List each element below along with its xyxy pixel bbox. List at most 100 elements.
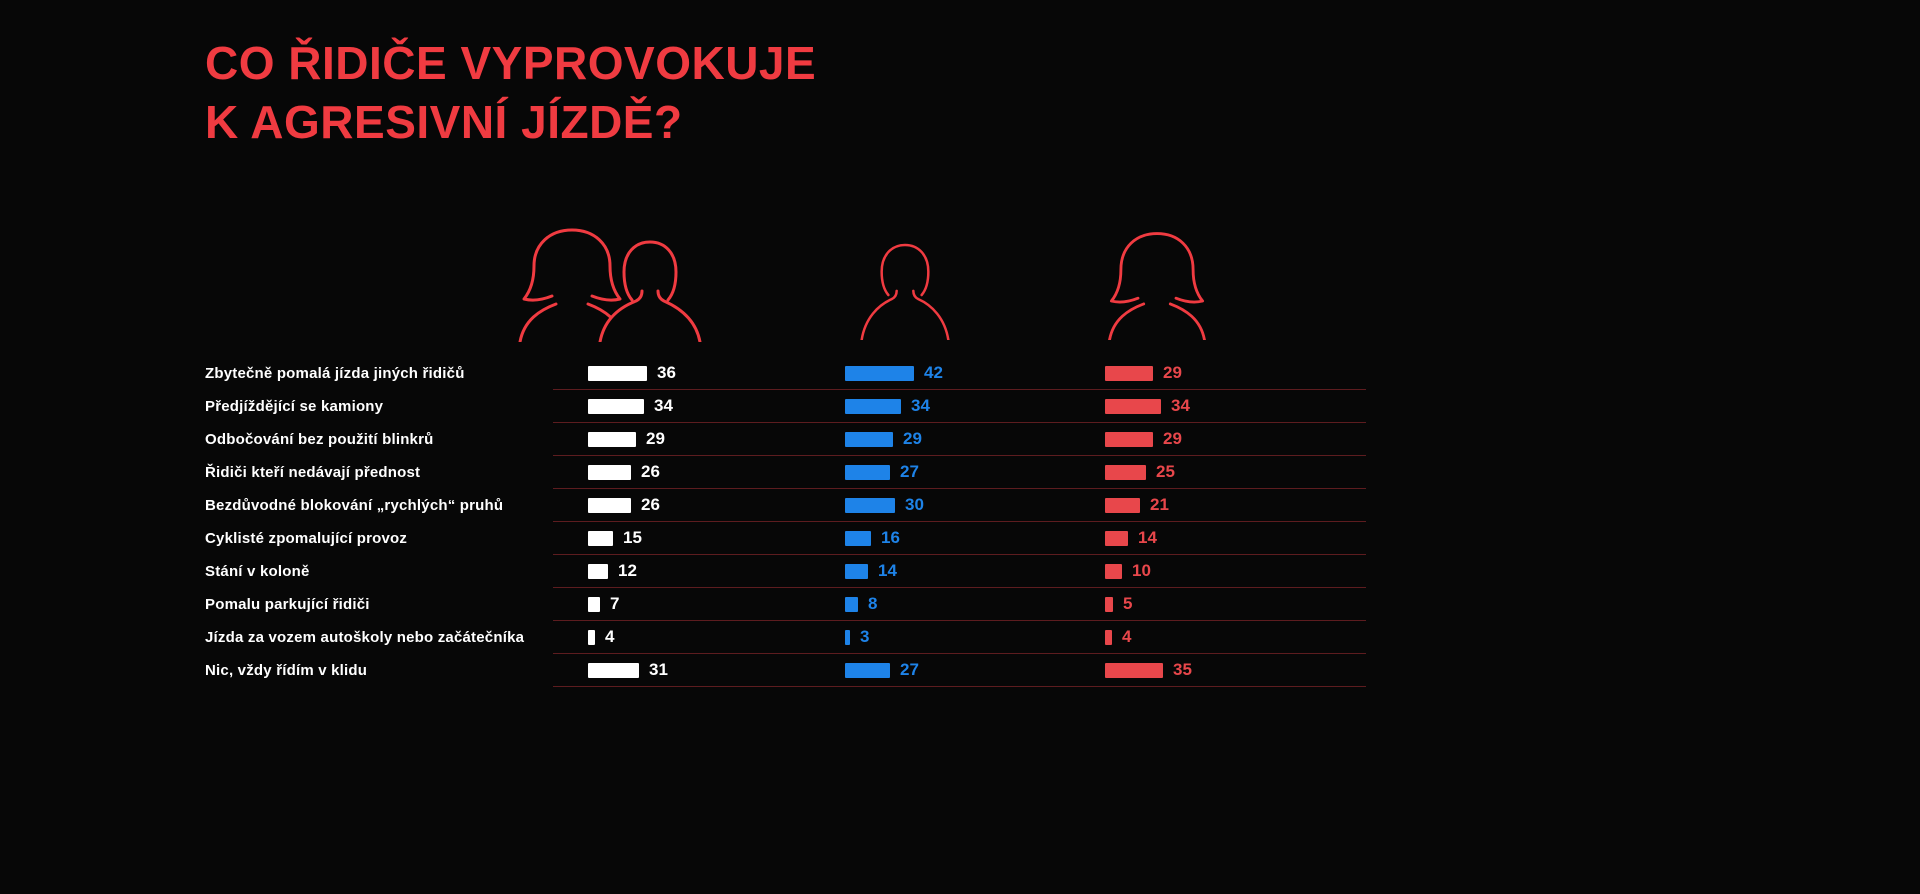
bar-cell-men: 29 xyxy=(845,429,1105,449)
bar-value: 16 xyxy=(881,528,900,547)
bar-value: 7 xyxy=(610,594,620,613)
table-row: Jízda za vozem autoškoly nebo začátečník… xyxy=(205,621,1366,654)
bar-value: 5 xyxy=(1123,594,1133,613)
bar xyxy=(1105,497,1140,513)
bar-cell-all: 29 xyxy=(553,429,845,449)
bar-cell-women: 10 xyxy=(1105,561,1366,581)
bar-cell-men: 14 xyxy=(845,561,1105,581)
bar xyxy=(588,596,600,612)
bar-cell-all: 7 xyxy=(553,594,845,614)
bar-cell-all: 31 xyxy=(553,660,845,680)
bar-value: 30 xyxy=(905,495,924,514)
bar xyxy=(1105,464,1146,480)
bar-value: 12 xyxy=(618,561,637,580)
row-bars: 7 8 5 xyxy=(553,588,1366,621)
row-bars: 31 27 35 xyxy=(553,654,1366,687)
bar-cell-men: 42 xyxy=(845,363,1105,383)
bar-value: 14 xyxy=(878,561,897,580)
bar-cell-women: 14 xyxy=(1105,528,1366,548)
bar xyxy=(1105,398,1161,414)
bar-cell-women: 35 xyxy=(1105,660,1366,680)
row-bars: 15 16 14 xyxy=(553,522,1366,555)
bar xyxy=(845,563,868,579)
bar-cell-women: 29 xyxy=(1105,363,1366,383)
bar-value: 34 xyxy=(654,396,673,415)
bar-value: 14 xyxy=(1138,528,1157,547)
page-title: CO ŘIDIČE VYPROVOKUJE K AGRESIVNÍ JÍZDĚ? xyxy=(205,34,816,152)
row-label: Nic, vždy řídím v klidu xyxy=(205,662,368,679)
bar-value: 10 xyxy=(1132,561,1151,580)
bar-cell-all: 12 xyxy=(553,561,845,581)
bar-value: 34 xyxy=(911,396,930,415)
bar xyxy=(588,398,644,414)
bar-cell-men: 16 xyxy=(845,528,1105,548)
bar-cell-all: 36 xyxy=(553,363,845,383)
bar xyxy=(588,497,631,513)
table-row: Pomalu parkující řidiči 7 8 5 xyxy=(205,588,1366,621)
bar-value: 3 xyxy=(860,627,870,646)
bar xyxy=(845,596,858,612)
bar-cell-men: 27 xyxy=(845,462,1105,482)
bar xyxy=(1105,662,1163,678)
bar-value: 36 xyxy=(657,363,676,382)
bar xyxy=(588,629,595,645)
bar-value: 4 xyxy=(1122,627,1132,646)
bar xyxy=(1105,431,1153,447)
bar xyxy=(588,365,647,381)
bar-value: 27 xyxy=(900,660,919,679)
bar-value: 4 xyxy=(605,627,615,646)
bar-cell-women: 34 xyxy=(1105,396,1366,416)
row-bars: 26 27 25 xyxy=(553,456,1366,489)
bar-cell-men: 3 xyxy=(845,627,1105,647)
bar-value: 42 xyxy=(924,363,943,382)
bar-value: 29 xyxy=(903,429,922,448)
table-row: Bezdůvodné blokování „rychlých“ pruhů 26… xyxy=(205,489,1366,522)
bar xyxy=(845,497,895,513)
bar-cell-men: 30 xyxy=(845,495,1105,515)
bar xyxy=(588,431,636,447)
row-label: Zbytečně pomalá jízda jiných řidičů xyxy=(205,365,465,382)
row-bars: 12 14 10 xyxy=(553,555,1366,588)
bar-value: 8 xyxy=(868,594,878,613)
bar-value: 26 xyxy=(641,495,660,514)
row-label: Předjíždějící se kamiony xyxy=(205,398,384,415)
bar xyxy=(588,662,639,678)
bar-value: 31 xyxy=(649,660,668,679)
bar-cell-women: 5 xyxy=(1105,594,1366,614)
bar-cell-all: 26 xyxy=(553,462,845,482)
bar-value: 26 xyxy=(641,462,660,481)
row-label: Cyklisté zpomalující provoz xyxy=(205,530,408,547)
bar xyxy=(845,629,850,645)
bar xyxy=(1105,530,1128,546)
bar-cell-all: 15 xyxy=(553,528,845,548)
bar-cell-women: 4 xyxy=(1105,627,1366,647)
bar-value: 29 xyxy=(1163,429,1182,448)
bar xyxy=(845,365,914,381)
bar-value: 21 xyxy=(1150,495,1169,514)
page-title-line1: CO ŘIDIČE VYPROVOKUJE xyxy=(205,37,817,89)
chart-rows: Zbytečně pomalá jízda jiných řidičů 36 4… xyxy=(205,357,1366,687)
bar xyxy=(1105,563,1122,579)
row-bars: 26 30 21 xyxy=(553,489,1366,522)
bar-cell-all: 34 xyxy=(553,396,845,416)
bar-value: 34 xyxy=(1171,396,1190,415)
bar xyxy=(1105,629,1112,645)
bar-value: 29 xyxy=(1163,363,1182,382)
table-row: Odbočování bez použití blinkrů 29 29 29 xyxy=(205,423,1366,456)
row-label: Stání v koloně xyxy=(205,563,310,580)
bar xyxy=(588,563,608,579)
woman-icon xyxy=(1097,226,1217,340)
page-title-line2: K AGRESIVNÍ JÍZDĚ? xyxy=(205,95,683,148)
bar-value: 27 xyxy=(900,462,919,481)
bar-cell-men: 34 xyxy=(845,396,1105,416)
bar-cell-women: 29 xyxy=(1105,429,1366,449)
row-label: Řidiči kteří nedávají přednost xyxy=(205,464,421,481)
bar-value: 15 xyxy=(623,528,642,547)
bar-cell-men: 27 xyxy=(845,660,1105,680)
bar-value: 29 xyxy=(646,429,665,448)
bar xyxy=(1105,596,1113,612)
bar xyxy=(1105,365,1153,381)
row-label: Jízda za vozem autoškoly nebo začátečník… xyxy=(205,629,525,646)
table-row: Stání v koloně 12 14 10 xyxy=(205,555,1366,588)
table-row: Zbytečně pomalá jízda jiných řidičů 36 4… xyxy=(205,357,1366,390)
